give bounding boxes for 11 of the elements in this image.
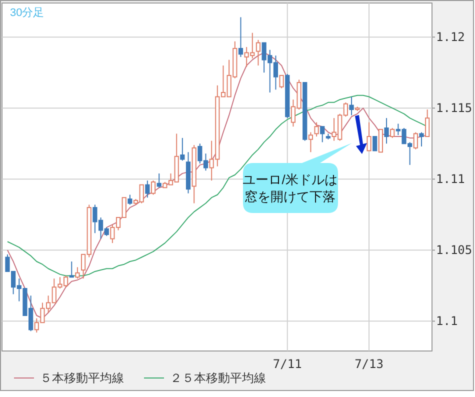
annotation: ユーロ/米ドルは窓を開けて下落 — [242, 172, 338, 204]
x-tick-label: 7/11 — [272, 357, 302, 371]
legend-label: ５本移動平均線 — [40, 371, 124, 385]
legend-label: ２５本移動平均線 — [170, 371, 266, 385]
x-tick-label: 7/13 — [354, 357, 384, 371]
y-tick-label: 1.11 — [436, 172, 465, 186]
chart-title: 30分足 — [10, 7, 44, 19]
y-tick-label: 1.1 — [436, 314, 458, 328]
y-tick-label: 1.105 — [436, 243, 472, 258]
y-tick-label: 1.115 — [436, 101, 472, 116]
y-tick-label: 1.12 — [436, 30, 465, 44]
